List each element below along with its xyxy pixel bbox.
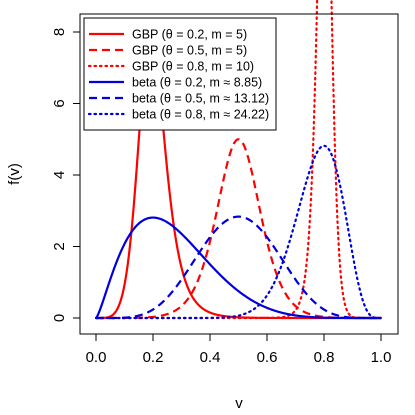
y-axis: 0 2 4 6 8 (51, 28, 81, 322)
legend-label-2: GBP (θ = 0.5, m = 5) (132, 44, 247, 58)
x-tick-label: 0.6 (257, 349, 278, 366)
series-line-5 (96, 215, 381, 320)
y-tick-label: 6 (51, 99, 68, 107)
y-tick-label: 2 (51, 242, 68, 250)
legend-label-3: GBP (θ = 0.8, m = 10) (132, 60, 254, 74)
y-tick-label: 4 (51, 171, 68, 179)
x-axis-label: v (235, 395, 243, 412)
y-axis-label: f(v) (6, 163, 23, 185)
x-tick-label: 0.2 (143, 349, 164, 366)
legend-box (83, 17, 277, 131)
x-tick-label: 0.4 (200, 349, 221, 366)
x-tick-label: 1.0 (371, 349, 392, 366)
x-tick-label: 0.8 (314, 349, 335, 366)
y-tick-label: 0 (51, 314, 68, 322)
legend-label-4: beta (θ = 0.2, m ≈ 8.85) (132, 76, 262, 90)
series-line-6 (94, 144, 383, 320)
legend-label-5: beta (θ = 0.5, m ≈ 13.12) (132, 92, 269, 106)
series-line-4 (95, 216, 381, 320)
legend-label-6: beta (θ = 0.8, m ≈ 24.22) (132, 108, 269, 122)
legend: GBP (θ = 0.2, m = 5) GBP (θ = 0.5, m = 5)… (83, 17, 277, 131)
x-tick-label: 0.0 (86, 349, 107, 366)
series-line-3 (94, 0, 383, 320)
series-curves (94, 0, 383, 320)
legend-label-1: GBP (θ = 0.2, m = 5) (132, 28, 247, 42)
x-axis: 0.0 0.2 0.4 0.6 0.8 1.0 (86, 333, 392, 366)
y-tick-label: 8 (51, 28, 68, 36)
